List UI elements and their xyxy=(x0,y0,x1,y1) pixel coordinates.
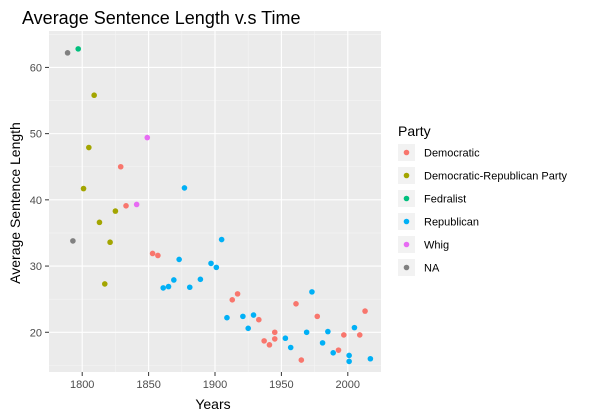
x-tick-label: 2000 xyxy=(336,379,360,391)
data-point-democratic-republican-party xyxy=(107,239,113,246)
legend-item-whig: Whig xyxy=(398,236,449,253)
data-point-democratic xyxy=(229,297,236,303)
data-point-na xyxy=(64,50,71,56)
data-point-republican xyxy=(224,314,230,321)
data-point-democratic xyxy=(298,357,305,363)
data-point-republican xyxy=(287,344,294,351)
data-point-democratic-republican-party xyxy=(80,185,87,192)
y-axis-title: Average Sentence Length xyxy=(7,122,23,284)
data-point-democratic-republican-party xyxy=(112,208,119,214)
data-point-republican xyxy=(186,284,193,291)
legend-label-fedralist: Fedralist xyxy=(424,194,466,206)
y-axis: 20 30 40 50 60 xyxy=(30,62,49,339)
data-point-republican xyxy=(245,325,251,332)
data-point-democratic xyxy=(293,301,299,307)
data-point-republican xyxy=(165,283,172,290)
data-point-republican xyxy=(160,285,167,291)
legend: Party Democratic Democratic-Republican Pa… xyxy=(398,123,568,276)
legend-label-whig: Whig xyxy=(424,240,449,252)
data-point-whig xyxy=(133,201,140,208)
data-point-democratic xyxy=(149,250,156,257)
data-point-democratic xyxy=(256,316,262,323)
data-point-republican xyxy=(208,260,214,267)
data-point-democratic-republican-party xyxy=(86,144,92,151)
y-tick-label: 20 xyxy=(30,327,42,339)
x-tick-label: 1850 xyxy=(136,379,160,391)
legend-title: Party xyxy=(398,123,431,139)
data-point-republican xyxy=(213,264,220,271)
x-tick-label: 1900 xyxy=(203,379,227,391)
legend-key-republican xyxy=(403,218,410,225)
data-point-democratic xyxy=(271,329,278,336)
x-axis: 1800 1850 1900 1950 2000 xyxy=(70,372,360,391)
legend-label-democratic-republican-party: Democratic-Republican Party xyxy=(424,171,568,183)
legend-key-fedralist xyxy=(403,195,410,202)
legend-item-na: NA xyxy=(398,259,440,276)
data-point-republican xyxy=(218,236,225,243)
data-point-fedralist xyxy=(75,46,82,52)
y-tick-label: 40 xyxy=(30,195,42,207)
data-point-republican xyxy=(330,349,336,356)
legend-key-democratic xyxy=(403,149,410,156)
legend-label-republican: Republican xyxy=(424,217,479,229)
data-point-democratic xyxy=(234,291,241,297)
x-axis-title: Years xyxy=(195,396,230,412)
legend-label-na: NA xyxy=(424,263,440,275)
data-point-democratic xyxy=(271,336,278,342)
y-tick-label: 60 xyxy=(30,62,42,74)
data-point-republican xyxy=(282,335,289,342)
data-point-democratic-republican-party xyxy=(91,92,97,99)
data-point-republican xyxy=(250,312,257,318)
data-point-republican xyxy=(367,355,374,362)
data-point-na xyxy=(70,238,76,244)
x-tick-label: 1950 xyxy=(269,379,293,391)
data-point-democratic xyxy=(341,332,347,338)
data-point-republican xyxy=(240,313,246,320)
data-point-whig xyxy=(144,134,151,141)
data-point-republican xyxy=(351,324,358,331)
data-point-democratic xyxy=(117,163,124,170)
data-point-democratic-republican-party xyxy=(101,281,108,287)
data-point-democratic xyxy=(266,342,273,348)
legend-items: Democratic Democratic-Republican Party Fed… xyxy=(398,144,568,276)
y-tick-label: 30 xyxy=(30,261,42,273)
data-point-democratic xyxy=(335,347,342,353)
y-tick-label: 50 xyxy=(30,129,42,141)
legend-label-democratic: Democratic xyxy=(424,148,480,160)
data-point-republican xyxy=(176,256,182,263)
data-point-republican xyxy=(309,289,315,295)
data-points xyxy=(64,46,374,365)
data-point-republican xyxy=(346,358,352,365)
legend-item-democratic: Democratic xyxy=(398,144,480,161)
legend-key-democratic-republican-party xyxy=(403,172,410,179)
data-point-republican xyxy=(181,185,188,191)
legend-item-republican: Republican xyxy=(398,213,479,230)
data-point-republican xyxy=(171,277,177,283)
data-point-democratic xyxy=(362,308,368,314)
data-point-republican xyxy=(303,329,310,336)
data-point-democratic xyxy=(356,332,363,338)
legend-key-na xyxy=(403,264,410,271)
legend-item-democratic-republican-party: Democratic-Republican Party xyxy=(398,167,568,184)
legend-item-fedralist: Fedralist xyxy=(398,190,466,207)
data-point-democratic xyxy=(155,252,161,259)
data-point-republican xyxy=(346,352,352,359)
legend-key-whig xyxy=(403,241,410,248)
data-point-democratic xyxy=(261,338,267,344)
data-point-republican xyxy=(325,328,331,335)
data-point-democratic-republican-party xyxy=(96,219,103,226)
x-tick-label: 1800 xyxy=(70,379,94,391)
data-point-democratic xyxy=(123,203,129,209)
data-point-democratic xyxy=(314,313,321,320)
data-point-republican xyxy=(197,276,204,283)
data-point-republican xyxy=(319,340,326,346)
chart-title: Average Sentence Length v.s Time xyxy=(22,8,301,28)
